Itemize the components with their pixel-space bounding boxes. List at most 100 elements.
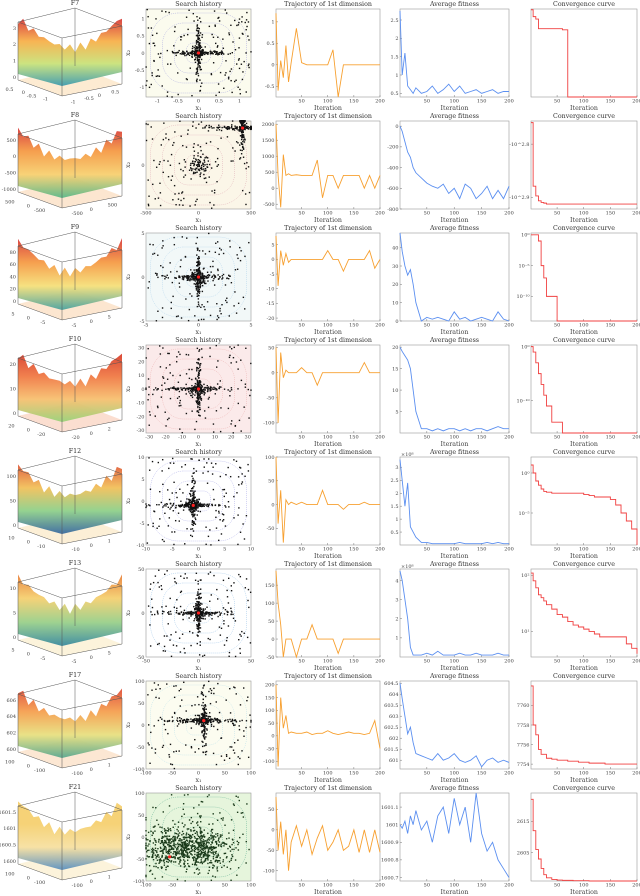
search-point — [193, 619, 195, 622]
search-point — [168, 467, 170, 470]
x-tick-label: 50 — [554, 659, 560, 665]
x-tick-label: 150 — [477, 435, 487, 441]
search-point — [168, 860, 171, 862]
search-point — [193, 515, 195, 517]
search-point — [157, 406, 159, 409]
search-point — [191, 160, 194, 163]
search-point — [176, 270, 178, 273]
search-point — [148, 843, 150, 845]
search-point — [152, 826, 155, 828]
search-point — [161, 538, 164, 541]
search-point — [240, 153, 243, 155]
search-point — [191, 849, 194, 851]
function-title: F13 — [69, 560, 81, 567]
search-point — [147, 179, 149, 181]
x-tick-label: 100 — [323, 99, 333, 105]
search-point — [194, 611, 196, 613]
search-point — [194, 391, 197, 394]
search-point — [195, 159, 198, 161]
search-point — [167, 611, 170, 613]
plot-frame — [530, 120, 638, 210]
search-point — [195, 57, 197, 59]
x-tick-label: 200 — [504, 211, 514, 217]
search-point — [174, 507, 177, 509]
search-point — [207, 717, 210, 719]
search-point — [168, 848, 171, 851]
search-point — [198, 65, 201, 67]
search-point — [203, 173, 205, 176]
search-point — [147, 15, 149, 18]
search-point — [162, 377, 165, 379]
search-point — [173, 856, 175, 859]
y-tick-label: 5 — [141, 231, 144, 237]
x-tick-label: -100 — [140, 883, 151, 889]
search-point — [205, 854, 208, 856]
z-tick-label: -500 — [5, 170, 16, 176]
search-point — [201, 505, 204, 508]
search-point — [237, 543, 239, 546]
search-point — [220, 612, 222, 614]
search-point — [145, 834, 147, 837]
search-point — [168, 138, 170, 141]
search-point — [206, 718, 208, 720]
search-point — [200, 830, 203, 833]
search-point — [179, 613, 181, 615]
search-point — [203, 732, 206, 735]
search-point — [192, 494, 194, 497]
search-point — [231, 120, 234, 122]
box-edge — [61, 643, 123, 657]
search-point — [228, 128, 230, 130]
search-point — [197, 873, 199, 875]
search-point — [197, 842, 199, 844]
search-point — [204, 719, 207, 721]
search-point — [178, 520, 180, 522]
search-point — [226, 136, 229, 138]
search-point — [200, 800, 203, 803]
search-point — [228, 32, 230, 34]
search-point — [191, 410, 193, 412]
search-point — [186, 237, 188, 239]
search-point — [216, 315, 219, 317]
search-point — [205, 736, 207, 738]
search-point — [234, 655, 237, 658]
y-tick-label: 1 — [271, 20, 274, 26]
y-tick-label: -1 — [71, 99, 76, 105]
search-point — [224, 74, 226, 76]
search-point — [230, 24, 232, 27]
search-point — [190, 816, 193, 819]
y-tick-label: 0 — [271, 734, 274, 740]
search-point — [184, 256, 187, 258]
y-tick-label: 0 — [98, 93, 101, 99]
search-point — [185, 843, 187, 846]
search-point — [204, 46, 206, 48]
y-tick-label: 10 — [392, 300, 398, 306]
search-point — [179, 374, 181, 377]
search-point — [229, 846, 232, 848]
search-point — [197, 601, 200, 604]
search-point — [183, 505, 185, 507]
search-point — [195, 420, 198, 423]
search-point — [194, 47, 197, 49]
search-point — [195, 273, 197, 276]
search-point — [207, 715, 209, 718]
search-point — [186, 276, 188, 279]
search-point — [198, 804, 200, 806]
search-point — [190, 275, 192, 278]
search-point — [200, 614, 203, 617]
search-point — [197, 392, 199, 394]
search-point — [198, 278, 200, 281]
search-point — [195, 158, 197, 160]
search-point — [191, 704, 193, 707]
search-point — [201, 721, 203, 724]
search-point — [218, 711, 221, 714]
search-point — [204, 386, 206, 389]
search-point — [207, 851, 209, 853]
search-point — [147, 742, 149, 744]
search-point — [239, 467, 242, 469]
search-point — [187, 862, 189, 865]
search-point — [239, 121, 241, 123]
search-point — [145, 505, 148, 507]
search-point — [201, 731, 203, 734]
search-point — [161, 837, 163, 839]
